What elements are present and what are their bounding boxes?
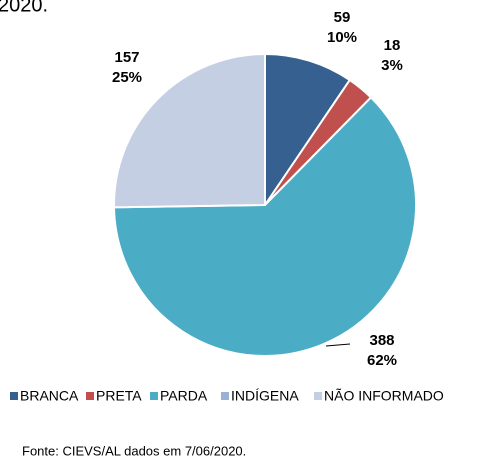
value-label: 388 (369, 332, 394, 349)
pie-slice (113, 52, 266, 209)
legend-label: BRANCA (20, 388, 79, 404)
header-text: 2020. (0, 0, 48, 16)
pie-slice (264, 52, 352, 209)
percent-label: 10% (327, 29, 357, 46)
legend-swatch (314, 392, 322, 400)
legend-swatch (86, 392, 94, 400)
percent-label: 25% (112, 69, 142, 86)
source: Fonte: CIEVS/AL dados em 7/06/2020. (22, 443, 246, 458)
legend-label: PARDA (160, 388, 208, 404)
legend-label: NÃO INFORMADO (324, 388, 444, 404)
legend-swatch (221, 392, 229, 400)
legend-label: INDÍGENA (231, 388, 299, 404)
leader-line (325, 343, 351, 347)
value-label: 59 (334, 9, 351, 26)
pie-slice (112, 96, 417, 357)
percent-label: 3% (381, 57, 403, 74)
value-label: 157 (114, 49, 139, 66)
value-label: 18 (384, 37, 401, 54)
legend-swatch (10, 392, 18, 400)
legend-swatch (150, 392, 158, 400)
legend-label: PRETA (96, 388, 142, 404)
percent-label: 62% (367, 352, 397, 369)
